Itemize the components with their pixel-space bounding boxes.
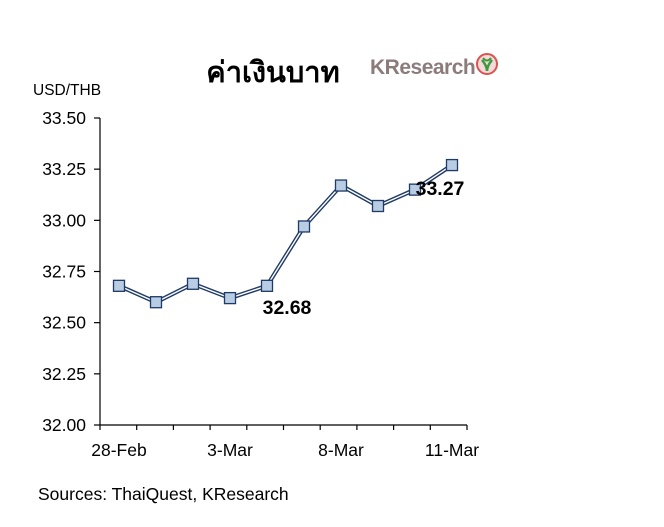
data-point (334, 179, 348, 192)
data-point (112, 279, 126, 292)
y-tick-label: 32.50 (42, 313, 86, 333)
data-point (260, 279, 274, 292)
data-label: 32.68 (263, 297, 312, 319)
data-point (223, 291, 237, 305)
y-tick-label: 33.25 (42, 159, 86, 179)
x-tick-label: 8-Mar (318, 440, 364, 460)
logo-text: KResearch (370, 56, 475, 79)
series-line-inner (118, 164, 453, 303)
y-tick-label: 33.50 (42, 108, 86, 128)
x-axis-ticks: 28-Feb 3-Mar 8-Mar 11-Mar (91, 425, 479, 460)
y-tick-label: 33.00 (42, 210, 86, 230)
svg-text:KResearch: KResearch (370, 56, 475, 79)
x-tick-label: 11-Mar (425, 440, 479, 460)
data-labels: 32.68 33.27 (263, 178, 465, 319)
y-tick-label: 32.00 (42, 415, 86, 435)
x-tick-label: 3-Mar (207, 440, 253, 460)
kresearch-leaf-icon (476, 53, 498, 75)
data-point (186, 277, 200, 290)
kresearch-logo: KResearch (370, 53, 498, 79)
data-point (297, 220, 311, 233)
data-label: 33.27 (416, 178, 465, 200)
data-point (149, 296, 163, 309)
data-point (445, 158, 459, 172)
chart-title: ค่าเงินบาท (206, 55, 339, 89)
source-note: Sources: ThaiQuest, KResearch (38, 484, 289, 504)
data-point (371, 199, 385, 213)
y-tick-label: 32.25 (42, 364, 86, 384)
x-tick-label: 28-Feb (91, 440, 146, 460)
data-point (408, 183, 422, 196)
y-tick-label: 32.75 (42, 262, 86, 282)
y-axis-ticks: 32.00 32.25 32.50 32.75 33.00 33.25 33.50 (42, 108, 100, 435)
y-axis-unit-label: USD/THB (33, 82, 101, 99)
series-usd-thb (118, 163, 454, 305)
series-line-outer (118, 163, 454, 305)
series-markers (112, 158, 459, 309)
